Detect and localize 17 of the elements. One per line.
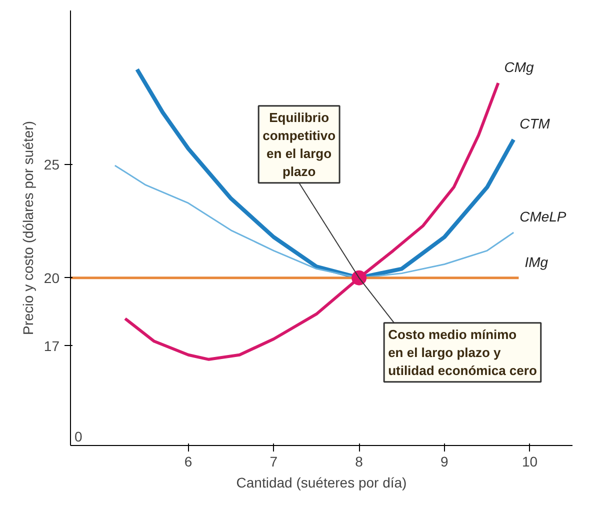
series-label: CMeLP <box>520 208 567 225</box>
series-label: CMg <box>504 59 534 75</box>
series-label: IMg <box>524 254 548 270</box>
annotation: 0 <box>74 428 82 444</box>
y-tick-label: 25 <box>44 156 60 173</box>
x-tick-label: 7 <box>270 454 278 470</box>
x-tick-label: 6 <box>184 454 192 470</box>
annotation: Costo medio mínimo en el largo plazo y utilidad económica cero <box>388 326 537 378</box>
x-tick-label: 10 <box>522 454 538 470</box>
series-label: CTM <box>520 116 550 132</box>
x-axis-title: Cantidad (suéteres por día) <box>236 474 407 490</box>
x-tick-label: 8 <box>355 454 364 470</box>
y-tick-label: 20 <box>44 270 60 286</box>
y-axis-title: Precio y costo (dólares por suéter) <box>20 121 36 335</box>
x-tick-label: 9 <box>440 454 449 470</box>
annotation: Equilibrio competitivo en el largo plazo <box>262 110 336 179</box>
y-tick-label: 17 <box>44 338 60 354</box>
